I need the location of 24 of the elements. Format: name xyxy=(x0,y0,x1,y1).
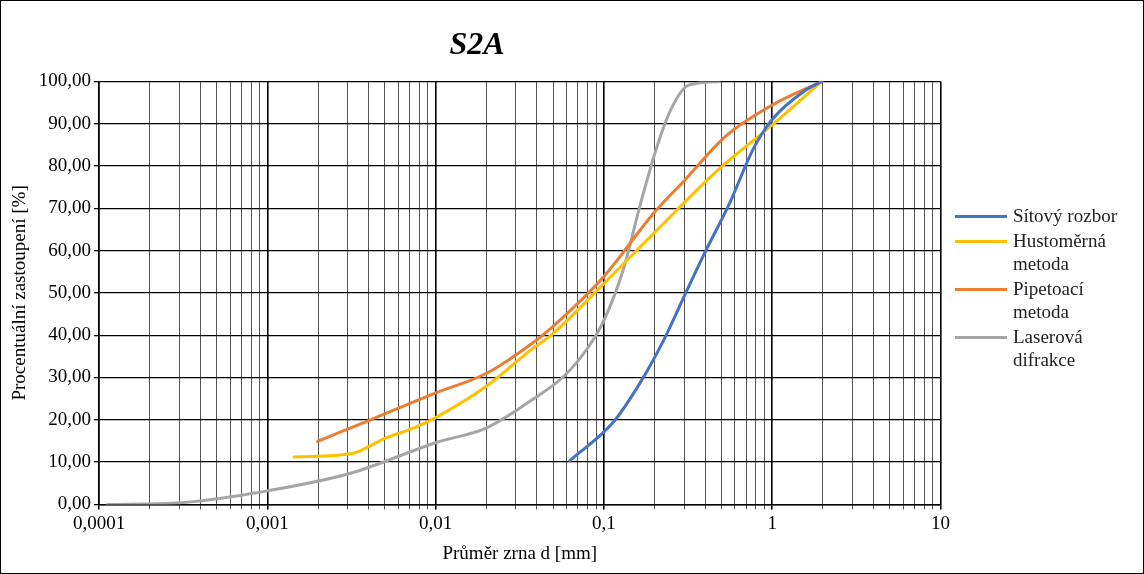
y-axis-title: Procentuální zastoupení [%] xyxy=(8,185,30,401)
x-tick-label: 0,01 xyxy=(419,511,453,533)
y-tick-label: 30,00 xyxy=(48,365,92,387)
y-tick-label: 10,00 xyxy=(48,450,92,472)
legend-label: Sítový rozbor xyxy=(1013,203,1118,227)
y-tick-label: 100,00 xyxy=(38,69,92,91)
y-tick-label: 20,00 xyxy=(48,407,92,429)
y-tick-label: 50,00 xyxy=(48,280,92,302)
y-tick-label: 60,00 xyxy=(48,238,92,260)
legend-label: Laserová difrakce xyxy=(1013,324,1084,371)
chart-title: S2A xyxy=(449,25,505,62)
legend-label: Hustoměrná metoda xyxy=(1013,228,1107,275)
y-tick-label: 90,00 xyxy=(48,111,92,133)
x-tick-label: 1 xyxy=(767,511,777,533)
x-tick-label: 0,1 xyxy=(592,511,616,533)
y-tick-label: 80,00 xyxy=(48,153,92,175)
y-tick-label: 0,00 xyxy=(57,492,92,514)
y-tick-label: 40,00 xyxy=(48,323,92,345)
y-tick-label: 70,00 xyxy=(48,196,92,218)
x-tick-label: 0,0001 xyxy=(72,511,126,533)
x-tick-label: 0,001 xyxy=(245,511,289,533)
x-axis-title: Průměr zrna d [mm] xyxy=(442,541,598,563)
legend-label: Pipetoací metoda xyxy=(1013,276,1085,323)
x-tick-label: 10 xyxy=(931,511,950,533)
